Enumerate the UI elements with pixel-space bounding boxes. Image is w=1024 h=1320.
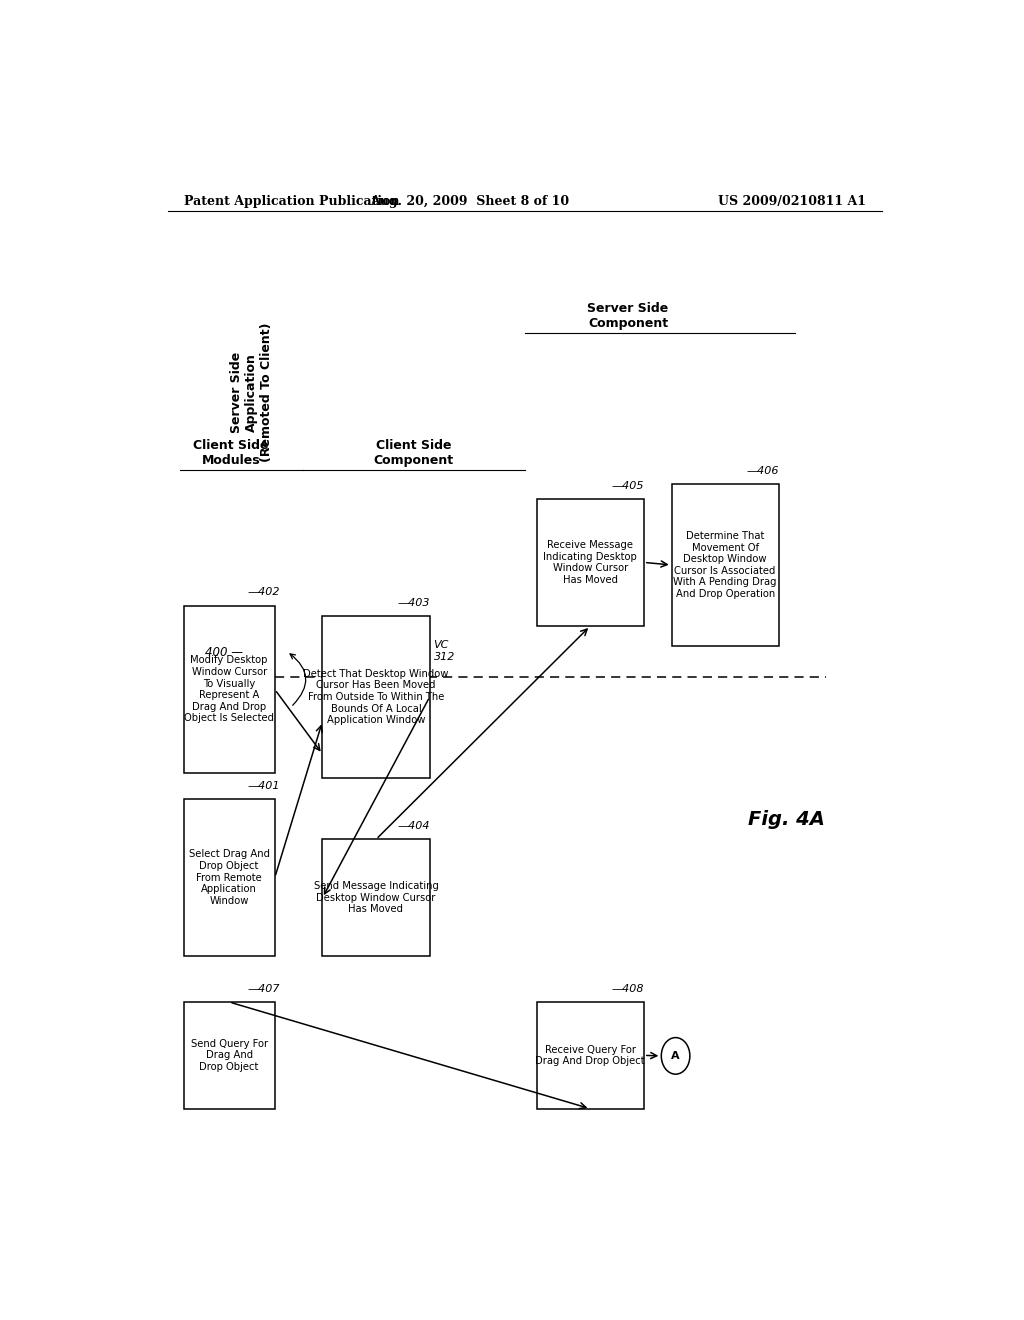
Text: Client Side
Component: Client Side Component <box>374 440 454 467</box>
Text: Select Drag And
Drop Object
From Remote
Application
Window: Select Drag And Drop Object From Remote … <box>188 849 269 906</box>
Text: —408: —408 <box>611 983 644 994</box>
Text: Patent Application Publication: Patent Application Publication <box>183 194 399 207</box>
Text: —407: —407 <box>248 983 280 994</box>
Text: Client Side
Modules: Client Side Modules <box>194 440 269 467</box>
FancyBboxPatch shape <box>537 499 644 626</box>
Text: 400 —: 400 — <box>205 647 243 660</box>
Text: Modify Desktop
Window Cursor
To Visually
Represent A
Drag And Drop
Object Is Sel: Modify Desktop Window Cursor To Visually… <box>184 656 274 723</box>
Text: Server Side
Application
(Remoted To Client): Server Side Application (Remoted To Clie… <box>229 322 272 462</box>
Text: Receive Message
Indicating Desktop
Window Cursor
Has Moved: Receive Message Indicating Desktop Windo… <box>544 540 637 585</box>
Text: US 2009/0210811 A1: US 2009/0210811 A1 <box>718 194 866 207</box>
Text: —401: —401 <box>248 780 280 791</box>
Text: Server Side
Component: Server Side Component <box>588 302 669 330</box>
Text: A: A <box>672 1051 680 1061</box>
FancyBboxPatch shape <box>183 606 274 774</box>
Text: Fig. 4A: Fig. 4A <box>749 809 825 829</box>
Text: Send Message Indicating
Desktop Window Cursor
Has Moved: Send Message Indicating Desktop Window C… <box>313 882 438 915</box>
FancyBboxPatch shape <box>183 799 274 956</box>
FancyBboxPatch shape <box>537 1002 644 1109</box>
Text: Determine That
Movement Of
Desktop Window
Cursor Is Associated
With A Pending Dr: Determine That Movement Of Desktop Windo… <box>674 531 777 599</box>
Text: VC
312: VC 312 <box>433 640 455 661</box>
Text: —406: —406 <box>746 466 779 475</box>
Text: Receive Query For
Drag And Drop Object: Receive Query For Drag And Drop Object <box>536 1044 645 1067</box>
Text: Detect That Desktop Window
Cursor Has Been Moved
From Outside To Within The
Boun: Detect That Desktop Window Cursor Has Be… <box>303 669 449 725</box>
Text: —403: —403 <box>397 598 430 607</box>
Text: —404: —404 <box>397 821 430 832</box>
FancyBboxPatch shape <box>323 615 430 779</box>
Text: —405: —405 <box>611 480 644 491</box>
Text: Send Query For
Drag And
Drop Object: Send Query For Drag And Drop Object <box>190 1039 267 1072</box>
Text: Aug. 20, 2009  Sheet 8 of 10: Aug. 20, 2009 Sheet 8 of 10 <box>370 194 568 207</box>
Text: —402: —402 <box>248 587 280 598</box>
FancyBboxPatch shape <box>183 1002 274 1109</box>
FancyBboxPatch shape <box>672 483 779 647</box>
FancyBboxPatch shape <box>323 840 430 956</box>
